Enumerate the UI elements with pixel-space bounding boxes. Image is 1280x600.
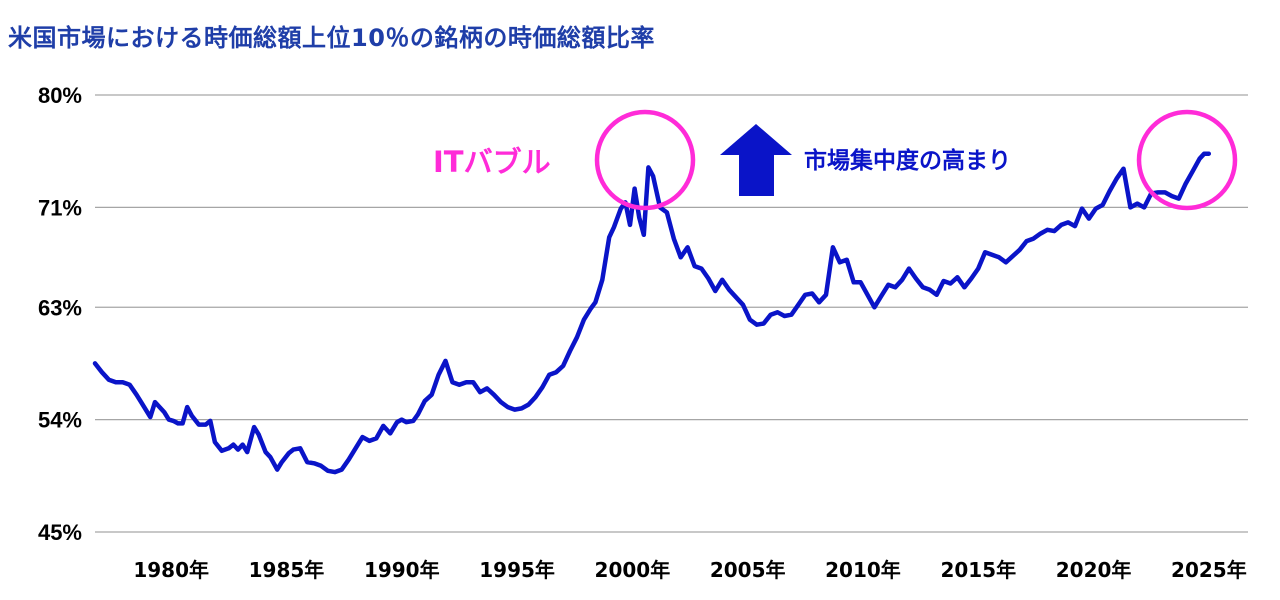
y-tick-label: 45%: [38, 520, 82, 545]
x-tick-label: 2015年: [940, 558, 1016, 582]
series-line: [92, 151, 1212, 475]
y-tick-label: 54%: [38, 408, 82, 433]
x-axis-ticks: 1980年 1985年 1990年 1995年 2000年 2005年 2010年 2015年…: [133, 558, 1246, 582]
it-bubble-highlight-circle-icon: [594, 109, 696, 211]
y-tick-label: 80%: [38, 83, 82, 108]
x-tick-label: 1985年: [249, 558, 325, 582]
x-tick-label: 2025年: [1171, 558, 1247, 582]
x-tick-label: 2010年: [825, 558, 901, 582]
up-arrow-icon: [720, 124, 792, 196]
recent-highlight-circle-icon: [1136, 109, 1238, 211]
x-tick-label: 2000年: [595, 558, 671, 582]
x-tick-label: 1990年: [364, 558, 440, 582]
y-axis-ticks: 80% 71% 63% 54% 45%: [38, 83, 82, 545]
grid-lines: [95, 94, 1248, 533]
x-tick-label: 2020年: [1056, 558, 1132, 582]
x-tick-label: 2005年: [710, 558, 786, 582]
concentration-annotation: 市場集中度の高まり: [804, 147, 1011, 174]
y-tick-label: 63%: [38, 295, 82, 320]
chart-title: 米国市場における時価総額上位10％の銘柄の時価総額比率: [8, 24, 655, 52]
x-tick-label: 1980年: [133, 558, 209, 582]
x-tick-label: 1995年: [479, 558, 555, 582]
y-tick-label: 71%: [38, 195, 82, 220]
it-bubble-annotation: ITバブル: [433, 145, 551, 179]
